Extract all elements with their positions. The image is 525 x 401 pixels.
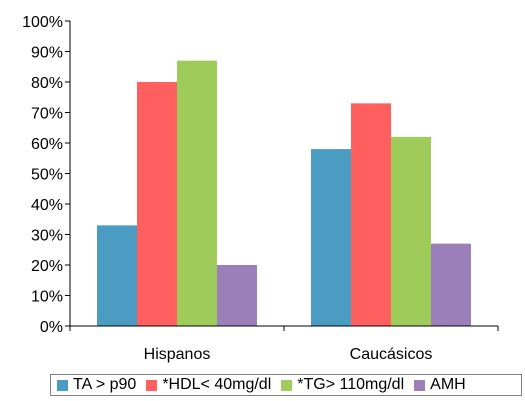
- legend-item: *HDL< 40mg/dl: [146, 376, 271, 394]
- legend-swatch: [57, 379, 68, 391]
- y-tick-label: 80%: [31, 75, 63, 92]
- y-tick-label: 30%: [31, 228, 63, 245]
- bar: [217, 265, 257, 326]
- bar: [351, 103, 391, 326]
- bar: [137, 82, 177, 326]
- y-tick-label: 20%: [31, 258, 63, 275]
- legend-item: TA > p90: [57, 376, 136, 394]
- y-tick-label: 70%: [31, 106, 63, 123]
- bar: [97, 225, 137, 326]
- y-axis-ticks: 0% 10% 20% 30% 40% 50% 60% 70% 80% 90% 100%: [22, 14, 70, 336]
- legend-label: AMH: [430, 376, 466, 393]
- y-tick-label: 60%: [31, 136, 63, 153]
- chart-legend: TA > p90 *HDL< 40mg/dl *TG> 110mg/dl AMH: [50, 374, 522, 396]
- legend-label: *TG> 110mg/dl: [297, 376, 405, 393]
- bar: [391, 136, 431, 326]
- legend-swatch: [281, 379, 293, 391]
- x-tick-label: Caucásicos: [350, 346, 433, 363]
- legend-item: *TG> 110mg/dl: [281, 376, 404, 394]
- bar: [177, 60, 217, 327]
- legend-label: TA > p90: [73, 376, 137, 393]
- legend-swatch: [414, 379, 426, 391]
- legend-swatch: [146, 379, 158, 391]
- x-axis-labels: Hispanos Caucásicos: [144, 346, 433, 363]
- y-tick-label: 10%: [31, 289, 63, 306]
- legend-item: AMH: [414, 376, 466, 394]
- x-tick-label: Hispanos: [144, 346, 211, 363]
- y-tick-label: 100%: [22, 14, 63, 31]
- bar: [431, 243, 471, 326]
- y-tick-label: 50%: [31, 167, 63, 184]
- y-tick-label: 40%: [31, 197, 63, 214]
- bar: [311, 149, 351, 326]
- y-tick-label: 90%: [31, 45, 63, 62]
- x-axis-ticks: [69, 326, 499, 331]
- y-tick-label: 0%: [40, 319, 63, 336]
- bars: [97, 60, 471, 327]
- legend-label: *HDL< 40mg/dl: [162, 376, 272, 393]
